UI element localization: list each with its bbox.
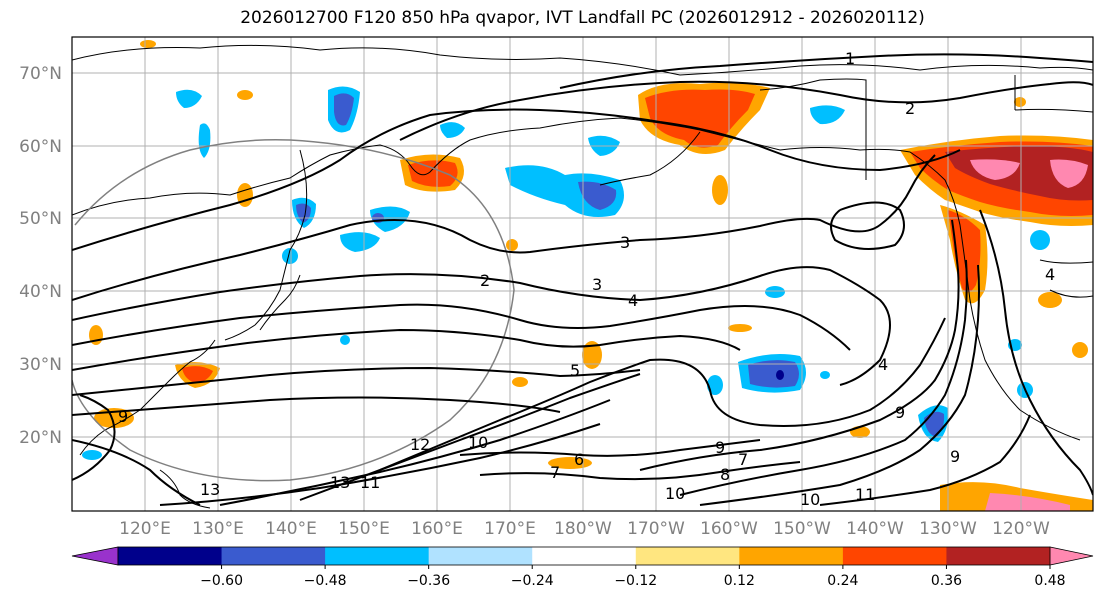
contour-label-13b: 13 xyxy=(330,473,350,492)
colorbar-tick-label: 0.48 xyxy=(1034,573,1065,589)
colorbar-tick-label: 0.24 xyxy=(827,573,858,589)
contour-label-5: 5 xyxy=(570,361,580,380)
lon-label-150e: 150°E xyxy=(338,519,390,539)
colorbar-extend-high xyxy=(1049,546,1094,566)
colorbar-tick-label: −0.60 xyxy=(200,573,243,589)
contour-label-group: 1 2 2 3 3 4 4 4 5 6 7 7 8 9 9 9 9 10 10 … xyxy=(118,49,1055,509)
colorbar-cell xyxy=(325,547,430,565)
contour-label-7b: 7 xyxy=(738,450,748,469)
contour-label-7a: 7 xyxy=(550,463,560,482)
contour-label-11a: 11 xyxy=(360,473,380,492)
colorbar-tick-label: −0.48 xyxy=(304,573,347,589)
lon-label-170e: 170°E xyxy=(484,519,536,539)
lon-label-160e: 160°E xyxy=(411,519,463,539)
lon-label-130w: 130°W xyxy=(919,519,977,539)
contour-label-2b: 2 xyxy=(480,271,490,290)
contour-label-9c: 9 xyxy=(118,407,128,426)
contour-label-4b: 4 xyxy=(878,355,888,374)
colorbar: −0.60 −0.48 −0.36 −0.24 −0.12 0.12 0.24 0.36 0.4… xyxy=(71,546,1094,589)
lon-label-160w: 160°W xyxy=(700,519,758,539)
colorbar-cell xyxy=(428,547,533,565)
lat-label-70n: 70°N xyxy=(19,64,62,84)
lon-label-150w: 150°W xyxy=(773,519,831,539)
lat-label-20n: 20°N xyxy=(19,428,62,448)
lat-label-30n: 30°N xyxy=(19,355,62,375)
lon-label-120e: 120°E xyxy=(119,519,171,539)
chart-title: 2026012700 F120 850 hPa qvapor, IVT Land… xyxy=(240,8,925,28)
lon-label-140w: 140°W xyxy=(846,519,904,539)
colorbar-cell xyxy=(635,547,740,565)
contour-label-10c: 10 xyxy=(800,490,820,509)
colorbar-tick-label: −0.36 xyxy=(407,573,450,589)
colorbar-cell xyxy=(532,547,637,565)
lon-label-180w: 180°W xyxy=(554,519,612,539)
negative-anomaly-bering xyxy=(505,165,624,218)
contour-label-4a: 4 xyxy=(628,291,638,310)
contour-label-13a: 13 xyxy=(200,480,220,499)
contour-label-9b: 9 xyxy=(895,403,905,422)
negative-anomaly-central-pacific xyxy=(738,354,806,393)
positive-anomaly-okhotsk xyxy=(400,154,464,192)
gridlines xyxy=(72,37,1093,511)
contour-label-9a: 9 xyxy=(715,438,725,457)
colorbar-cell xyxy=(221,547,326,565)
contour-label-12: 12 xyxy=(410,435,430,454)
contour-label-10a: 10 xyxy=(468,433,488,452)
lon-label-170w: 170°W xyxy=(627,519,685,539)
longitude-labels: 120°E 130°E 140°E 150°E 160°E 170°E 180°… xyxy=(119,519,1050,539)
lat-label-40n: 40°N xyxy=(19,282,62,302)
contour-label-3b: 3 xyxy=(592,275,602,294)
colorbar-tick-label: −0.12 xyxy=(614,573,657,589)
positive-anomaly-siberia xyxy=(638,82,770,154)
negative-anomaly-hawaii-south xyxy=(82,230,1050,460)
colorbar-tick-label: −0.24 xyxy=(511,573,554,589)
colorbar-tick-label: 0.12 xyxy=(724,573,755,589)
contour-label-9d: 9 xyxy=(950,447,960,466)
positive-anomaly-bottom-right xyxy=(940,482,1093,511)
colorbar-extend-low xyxy=(71,546,119,566)
lon-label-120w: 120°W xyxy=(992,519,1050,539)
contour-label-3a: 3 xyxy=(620,233,630,252)
lon-label-130e: 130°E xyxy=(192,519,244,539)
colorbar-tick-label: 0.36 xyxy=(931,573,962,589)
great-circle-ring xyxy=(72,138,515,482)
colorbar-cell xyxy=(118,547,223,565)
map-border xyxy=(71,36,1094,512)
contour-label-1: 1 xyxy=(845,49,855,68)
contour-label-4c: 4 xyxy=(1045,265,1055,284)
contour-label-10b: 10 xyxy=(665,484,685,503)
colorbar-cell xyxy=(842,547,947,565)
shading-layer xyxy=(82,40,1093,511)
lat-label-60n: 60°N xyxy=(19,137,62,157)
contour-lines xyxy=(72,53,1093,506)
colorbar-cell xyxy=(739,547,844,565)
contour-label-2a: 2 xyxy=(905,99,915,118)
colorbar-cell xyxy=(946,547,1051,565)
contour-label-8: 8 xyxy=(720,465,730,484)
lon-label-140e: 140°E xyxy=(265,519,317,539)
latitude-labels: 70°N 60°N 50°N 40°N 30°N 20°N xyxy=(19,64,62,448)
contour-label-11b: 11 xyxy=(855,485,875,504)
colorbar-outline xyxy=(117,546,1051,566)
contour-label-6: 6 xyxy=(574,450,584,469)
lat-label-50n: 50°N xyxy=(19,209,62,229)
